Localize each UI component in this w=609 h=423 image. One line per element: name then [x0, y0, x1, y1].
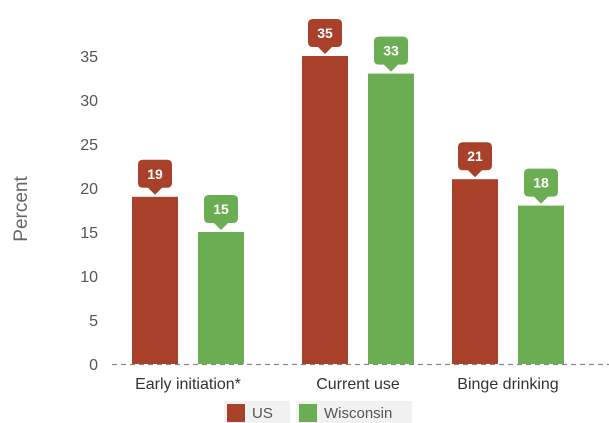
data-label-box	[204, 195, 238, 230]
bar-wisconsin[interactable]	[518, 205, 564, 364]
y-tick-label: 5	[89, 313, 98, 330]
bar-series	[132, 56, 564, 364]
legend-item-background	[296, 401, 412, 423]
category-labels: Early initiation* Current use Binge drinki…	[135, 376, 559, 393]
data-label-box	[374, 36, 408, 72]
data-label-box	[138, 159, 172, 195]
data-label-value: 35	[317, 25, 333, 41]
data-label-callout: 33	[374, 36, 408, 72]
legend-item-us[interactable]: US	[224, 401, 290, 423]
y-tick-label: 35	[80, 49, 98, 66]
bar-us[interactable]	[132, 196, 178, 364]
data-label-value: 33	[383, 43, 399, 59]
y-tick-label: 30	[80, 93, 98, 110]
y-axis-label: Percent	[11, 176, 32, 242]
data-label-value: 21	[467, 148, 483, 164]
y-tick-label: 20	[80, 181, 98, 198]
legend-swatch	[227, 404, 245, 422]
data-label-value: 15	[213, 201, 229, 217]
data-label-callout: 15	[204, 195, 238, 230]
legend-swatch	[299, 404, 317, 422]
y-axis-ticks: 0 5 10 15 20 25 30 35	[80, 49, 98, 374]
data-label-callout: 21	[458, 142, 492, 178]
bar-wisconsin[interactable]	[198, 232, 244, 364]
bar-us[interactable]	[302, 56, 348, 364]
y-tick-label: 10	[80, 269, 98, 286]
y-tick-label: 25	[80, 137, 98, 154]
y-tick-label: 0	[89, 357, 98, 374]
data-label-value: 18	[533, 175, 549, 191]
data-labels: 19 15 35 33 21 18	[138, 19, 558, 230]
bar-us[interactable]	[452, 179, 498, 364]
x-category-label: Current use	[316, 376, 400, 393]
data-label-callout: 35	[308, 19, 342, 54]
x-category-label: Early initiation*	[135, 376, 241, 393]
data-label-box	[524, 168, 558, 204]
x-category-label: Binge drinking	[457, 376, 558, 393]
data-label-callout: 18	[524, 168, 558, 204]
data-label-box	[308, 19, 342, 54]
bar-wisconsin[interactable]	[368, 73, 414, 364]
data-label-callout: 19	[138, 159, 172, 195]
data-label-value: 19	[147, 166, 163, 182]
y-tick-label: 15	[80, 225, 98, 242]
legend[interactable]: US Wisconsin	[224, 401, 412, 423]
data-label-box	[458, 142, 492, 178]
legend-item-wisconsin[interactable]: Wisconsin	[296, 401, 412, 423]
legend-label: Wisconsin	[324, 405, 392, 422]
legend-label: US	[252, 405, 273, 422]
